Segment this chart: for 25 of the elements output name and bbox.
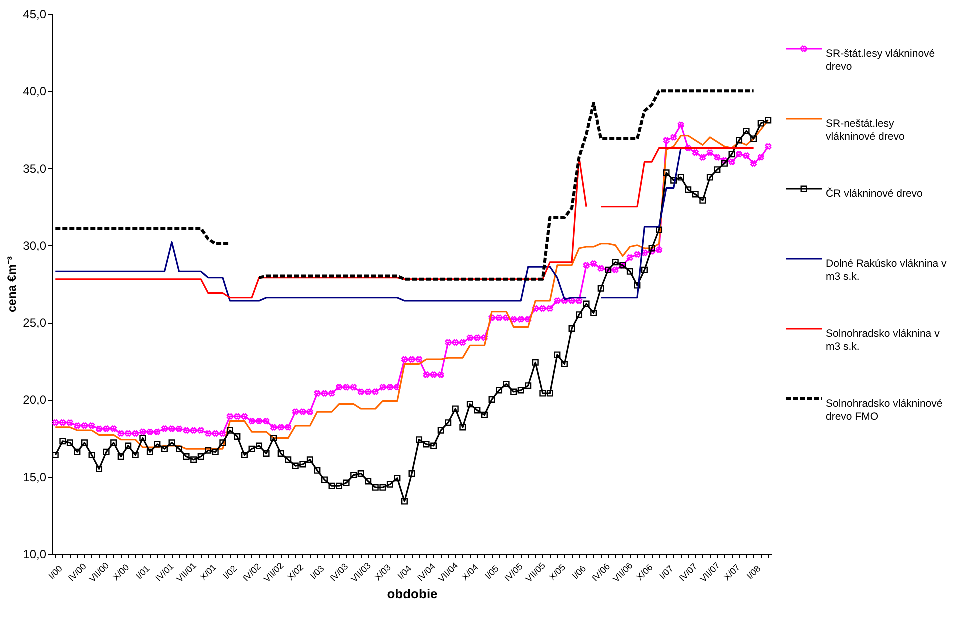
- y-tick-label: 25,0: [23, 316, 47, 330]
- legend-label: SR-neštát.lesy vlákninové drevo: [826, 118, 905, 143]
- y-tick-label: 45,0: [23, 8, 47, 22]
- y-tick-label: 15,0: [23, 470, 47, 484]
- x-tick-label: I/08: [744, 564, 763, 582]
- legend-label: ČR vlákninové drevo: [826, 187, 924, 200]
- y-tick-label: 30,0: [23, 238, 47, 253]
- x-tick-label: I/07: [658, 564, 676, 582]
- x-axis-title: obdobie: [387, 586, 438, 602]
- x-tick-label: I/01: [134, 564, 152, 582]
- legend-label: Dolné Rakúsko vláknina v m3 s.k.: [826, 258, 948, 283]
- y-tick-label: 20,0: [23, 393, 47, 408]
- x-tick-label: I/03: [308, 564, 326, 582]
- y-axis-title: cena €m⁻³: [5, 256, 20, 313]
- legend-label: Solnohradsko vlákninové drevo FMO: [826, 398, 943, 423]
- y-tick-label: 40,0: [23, 84, 47, 99]
- x-tick-label: I/05: [483, 564, 501, 582]
- x-tick-label: I/06: [570, 564, 588, 582]
- x-tick-label: I/00: [46, 564, 64, 582]
- y-tick-label: 35,0: [23, 162, 47, 176]
- legend-label: SR-štát.lesy vlákninové drevo: [826, 48, 936, 73]
- legend-label: Solnohradsko vláknina v m3 s.k.: [826, 328, 941, 353]
- x-tick-label: I/02: [221, 564, 240, 582]
- y-tick-label: 10,0: [23, 548, 47, 562]
- x-tick-label: I/04: [396, 564, 414, 582]
